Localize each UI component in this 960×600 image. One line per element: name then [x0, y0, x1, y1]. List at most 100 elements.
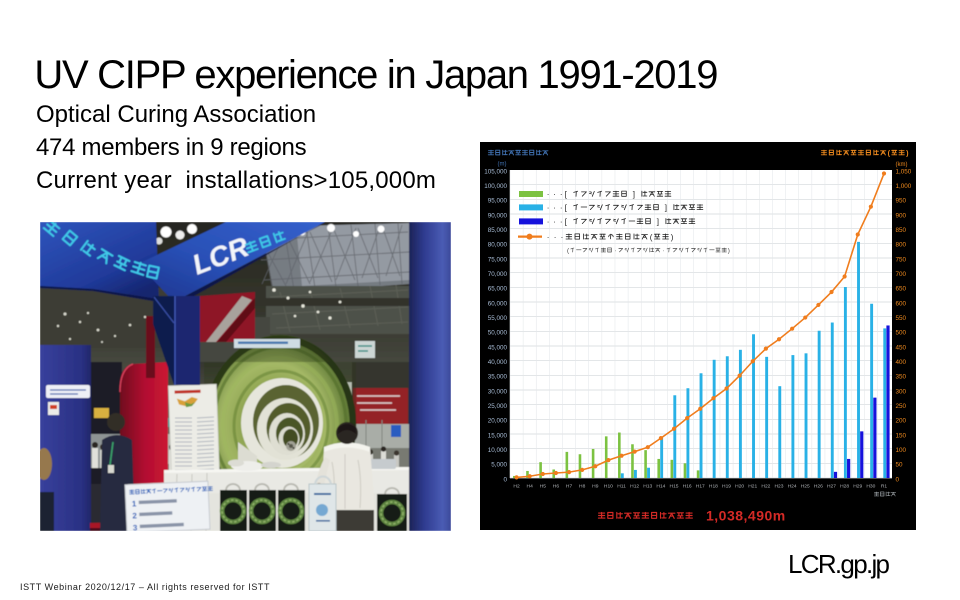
- svg-text:H15: H15: [670, 484, 679, 490]
- svg-text:75,000: 75,000: [488, 256, 508, 263]
- svg-text:105,000: 105,000: [484, 168, 507, 175]
- svg-text:1: 1: [132, 499, 137, 508]
- svg-text:80,000: 80,000: [488, 242, 508, 249]
- svg-text:(: (: [567, 248, 570, 255]
- svg-text:100,000: 100,000: [484, 183, 507, 190]
- svg-text:): ): [671, 233, 674, 242]
- svg-text:35,000: 35,000: [488, 374, 508, 381]
- svg-text:H17: H17: [696, 484, 705, 490]
- svg-text:·: ·: [554, 233, 557, 242]
- svg-text:750: 750: [896, 256, 907, 263]
- svg-text:40,000: 40,000: [488, 359, 508, 366]
- svg-text:900: 900: [896, 212, 907, 219]
- svg-text:]: ]: [633, 190, 635, 199]
- svg-text:20,000: 20,000: [488, 418, 508, 425]
- svg-text:(: (: [650, 233, 653, 242]
- svg-text:5,000: 5,000: [491, 462, 507, 469]
- svg-text:H11: H11: [617, 484, 626, 490]
- svg-text:150: 150: [896, 432, 907, 439]
- svg-text:H18: H18: [709, 484, 718, 490]
- svg-text:H21: H21: [748, 484, 757, 490]
- svg-text:65,000: 65,000: [488, 286, 508, 293]
- svg-text:·: ·: [561, 233, 564, 242]
- svg-text:·: ·: [547, 217, 550, 226]
- svg-text:100: 100: [896, 447, 907, 454]
- svg-text:15,000: 15,000: [488, 432, 508, 439]
- svg-text:400: 400: [896, 359, 907, 366]
- svg-text:H30: H30: [866, 484, 875, 490]
- svg-text:·: ·: [560, 190, 563, 199]
- svg-text:850: 850: [896, 227, 907, 234]
- svg-text:1,038,490m: 1,038,490m: [706, 508, 786, 524]
- svg-text:45,000: 45,000: [488, 344, 508, 351]
- svg-text:·: ·: [553, 217, 556, 226]
- svg-text:60,000: 60,000: [488, 300, 508, 307]
- svg-text:·: ·: [547, 190, 550, 199]
- svg-text:(km): (km): [896, 162, 908, 168]
- svg-text:H24: H24: [788, 484, 797, 490]
- svg-text:250: 250: [896, 403, 907, 410]
- svg-text:H10: H10: [604, 484, 613, 490]
- svg-text:·: ·: [663, 248, 665, 255]
- svg-text:700: 700: [896, 271, 907, 278]
- svg-text:70,000: 70,000: [488, 271, 508, 278]
- svg-text:95,000: 95,000: [488, 198, 508, 205]
- svg-text:H19: H19: [722, 484, 731, 490]
- svg-text:H27: H27: [827, 484, 836, 490]
- svg-text:·: ·: [553, 190, 556, 199]
- svg-text:85,000: 85,000: [488, 227, 508, 234]
- svg-text:H26: H26: [814, 484, 823, 490]
- svg-text:50: 50: [896, 462, 904, 469]
- svg-text:[: [: [565, 203, 568, 212]
- svg-text:R1: R1: [881, 484, 888, 490]
- svg-text:90,000: 90,000: [488, 212, 508, 219]
- svg-text:0: 0: [896, 476, 900, 483]
- svg-text:·: ·: [560, 203, 563, 212]
- svg-text:H5: H5: [540, 484, 547, 490]
- svg-text:H13: H13: [643, 484, 652, 490]
- svg-text:(m): (m): [498, 162, 507, 168]
- svg-text:3: 3: [133, 523, 138, 531]
- svg-text:H14: H14: [656, 484, 665, 490]
- svg-text:450: 450: [896, 344, 907, 351]
- svg-text:]: ]: [657, 217, 659, 226]
- svg-text:]: ]: [665, 203, 667, 212]
- svg-text:2: 2: [132, 511, 137, 520]
- svg-text:): ): [728, 248, 730, 255]
- svg-text:): ): [906, 149, 909, 158]
- svg-text:1,050: 1,050: [896, 168, 912, 175]
- svg-text:200: 200: [896, 418, 907, 425]
- svg-text:[: [: [565, 190, 568, 199]
- svg-text:H22: H22: [761, 484, 770, 490]
- svg-text:550: 550: [896, 315, 907, 322]
- svg-text:1,000: 1,000: [896, 183, 912, 190]
- svg-text:950: 950: [896, 198, 907, 205]
- svg-text:H4: H4: [527, 484, 534, 490]
- svg-text:0: 0: [503, 476, 507, 483]
- svg-text:H2: H2: [513, 484, 520, 490]
- svg-text:H6: H6: [553, 484, 560, 490]
- svg-text:H28: H28: [840, 484, 849, 490]
- svg-text:30,000: 30,000: [488, 388, 508, 395]
- svg-text:·: ·: [615, 248, 617, 255]
- svg-text:H23: H23: [775, 484, 784, 490]
- svg-text:(: (: [888, 149, 891, 158]
- svg-text:H7: H7: [566, 484, 573, 490]
- svg-text:55,000: 55,000: [488, 315, 508, 322]
- svg-text:600: 600: [896, 300, 907, 307]
- svg-text:H25: H25: [801, 484, 810, 490]
- svg-text:500: 500: [896, 330, 907, 337]
- svg-text:H29: H29: [853, 484, 862, 490]
- svg-text:H20: H20: [735, 484, 744, 490]
- svg-text:·: ·: [553, 203, 556, 212]
- svg-text:[: [: [565, 217, 568, 226]
- svg-text:·: ·: [560, 217, 563, 226]
- svg-text:25,000: 25,000: [488, 403, 508, 410]
- svg-text:350: 350: [896, 374, 907, 381]
- svg-text:·: ·: [547, 233, 550, 242]
- svg-text:650: 650: [896, 286, 907, 293]
- svg-text:H8: H8: [579, 484, 586, 490]
- svg-text:800: 800: [896, 242, 907, 249]
- svg-text:H12: H12: [630, 484, 639, 490]
- svg-text:H9: H9: [592, 484, 599, 490]
